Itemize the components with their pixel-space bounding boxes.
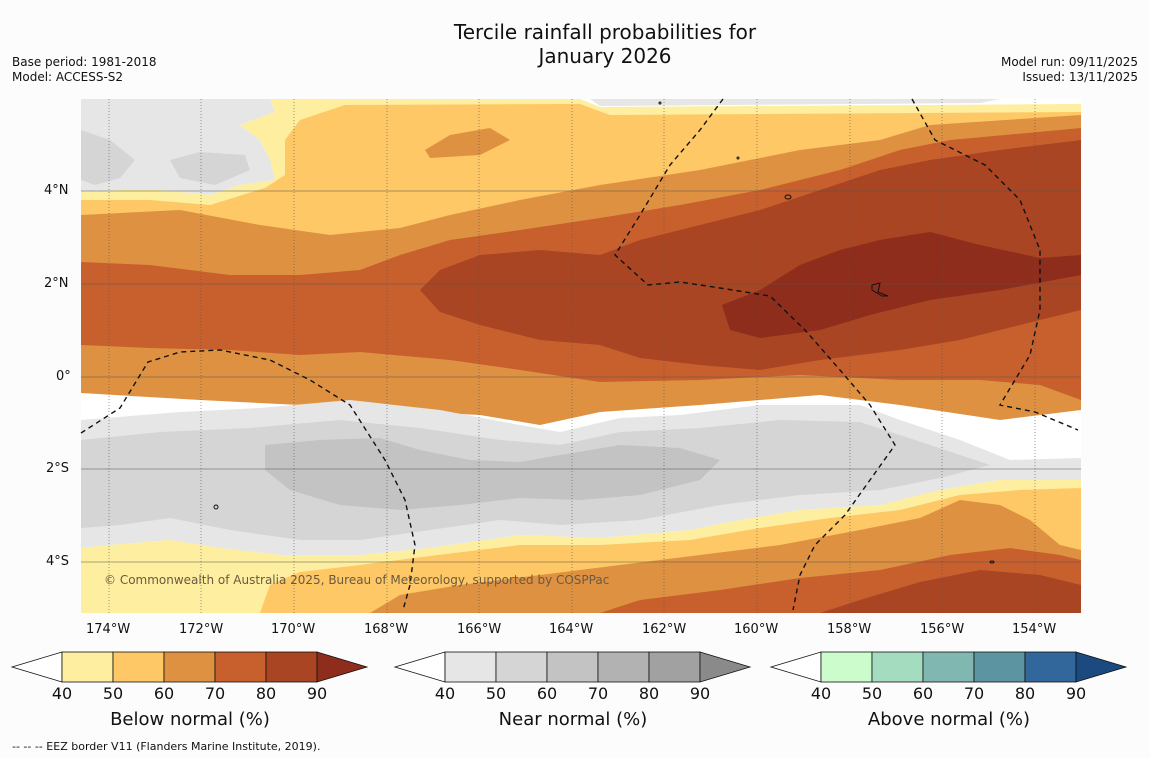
tick-below-40: 40 [51,684,73,703]
tick-above-40: 40 [810,684,832,703]
tick-below-50: 50 [102,684,124,703]
lon-label-174w: 174°W [86,622,131,637]
tick-above-80: 80 [1014,684,1036,703]
tick-above-60: 60 [912,684,934,703]
colorbar-below [10,651,369,683]
tick-near-60: 60 [536,684,558,703]
model-name: Model: ACCESS-S2 [12,70,124,84]
lat-label-4n: 4°N [44,183,69,198]
tick-near-90: 90 [689,684,711,703]
lon-label-162w: 162°W [642,622,687,637]
islands [213,101,995,564]
lat-label-2s: 2°S [46,461,70,476]
issued-date: Issued: 13/11/2025 [1022,70,1138,84]
tick-below-80: 80 [255,684,277,703]
near-normal-north-50 [81,130,135,185]
title-line2: January 2026 [538,44,672,68]
lon-label-172w: 172°W [179,622,224,637]
base-period: Base period: 1981-2018 [12,55,157,69]
lon-label-170w: 170°W [271,622,316,637]
meta-left: Base period: 1981-2018 Model: ACCESS-S2 [12,55,157,85]
below-normal-80-south [820,570,1081,613]
tick-above-50: 50 [861,684,883,703]
below-normal-60-patch [425,128,510,158]
tick-above-70: 70 [963,684,985,703]
tick-above-90: 90 [1065,684,1087,703]
lat-label-4s: 4°S [46,554,70,569]
lat-label-2n: 2°N [44,276,69,291]
tick-near-70: 70 [587,684,609,703]
near-normal-south-60 [265,438,720,510]
lon-label-166w: 166°W [457,622,502,637]
lon-label-160w: 160°W [734,622,779,637]
colorbar-below-label: Below normal (%) [110,709,270,730]
lon-label-164w: 164°W [549,622,594,637]
colorbar-above [769,651,1128,683]
tick-below-60: 60 [153,684,175,703]
meta-right: Model run: 09/11/2025 Issued: 13/11/2025 [1001,55,1138,85]
below-normal-90 [722,232,1081,338]
eez-footnote: -- -- -- EEZ border V11 (Flanders Marine… [12,740,321,753]
lon-label-156w: 156°W [920,622,965,637]
lat-label-0: 0° [56,369,71,384]
model-run: Model run: 09/11/2025 [1000,55,1138,69]
lon-label-154w: 154°W [1012,622,1057,637]
tick-near-80: 80 [638,684,660,703]
colorbar-near-label: Near normal (%) [498,709,648,730]
near-normal-north-top [590,99,1000,106]
eez-borders [80,98,1079,611]
lon-label-158w: 158°W [827,622,872,637]
title-line1: Tercile rainfall probabilities for [453,20,757,44]
near-normal-north-50b [170,152,250,185]
below-normal-80 [420,140,1081,370]
tick-near-40: 40 [434,684,456,703]
colorbar-near [393,651,752,683]
tick-below-70: 70 [204,684,226,703]
grid-lines [81,99,1081,613]
colorbar-above-label: Above normal (%) [867,709,1031,730]
tick-below-90: 90 [306,684,328,703]
copyright-notice: © Commonwealth of Australia 2025, Bureau… [104,573,610,587]
map-fields [81,99,1081,613]
tick-near-50: 50 [485,684,507,703]
map-title: Tercile rainfall probabilities for Janua… [375,20,835,68]
lon-label-168w: 168°W [364,622,409,637]
